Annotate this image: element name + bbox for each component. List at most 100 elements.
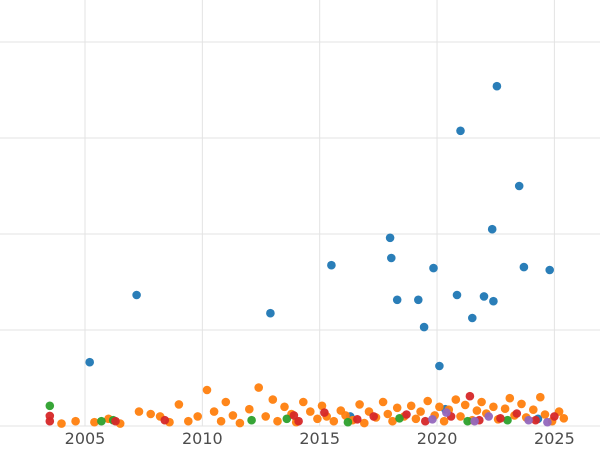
data-point-series-red: [353, 415, 362, 424]
x-tick-label: 2020: [417, 429, 458, 448]
data-point-series-blue: [545, 265, 554, 275]
data-point-series-orange: [500, 404, 510, 414]
data-point-series-orange: [517, 399, 526, 409]
data-point-series-orange: [329, 416, 339, 426]
data-point-series-orange: [174, 400, 184, 409]
data-point-series-orange: [216, 416, 226, 426]
data-point-series-red: [111, 416, 120, 426]
data-point-series-orange: [280, 402, 289, 412]
data-point-series-green: [503, 415, 512, 425]
data-point-series-orange: [221, 397, 231, 407]
data-point-series-red: [45, 411, 55, 421]
data-point-series-red: [369, 412, 379, 421]
data-point-series-blue: [519, 262, 529, 272]
data-point-series-orange: [383, 409, 393, 419]
data-point-series-orange: [472, 406, 482, 415]
data-point-series-orange: [209, 407, 219, 416]
data-point-series-red: [160, 415, 170, 425]
data-point-series-orange: [360, 418, 369, 428]
data-point-series-orange: [313, 414, 322, 424]
data-point-series-blue: [468, 313, 477, 323]
data-point-series-orange: [460, 400, 470, 410]
data-point-series-red: [402, 410, 411, 419]
data-point-series-blue: [435, 361, 444, 371]
data-point-series-orange: [306, 407, 315, 416]
data-point-series-orange: [235, 418, 245, 428]
data-point-series-orange: [341, 411, 350, 420]
data-point-series-red: [496, 414, 505, 423]
data-point-series-purple: [543, 417, 552, 427]
data-point-series-orange: [299, 397, 308, 407]
data-point-series-orange: [134, 407, 144, 416]
data-point-series-red: [294, 416, 303, 426]
data-point-series-orange: [456, 412, 465, 421]
data-point-series-purple: [470, 416, 479, 426]
data-point-series-blue: [385, 233, 395, 243]
data-point-series-orange: [416, 407, 425, 416]
data-point-series-blue: [132, 290, 141, 300]
data-point-series-purple: [442, 408, 451, 417]
data-point-series-green: [247, 415, 256, 425]
data-point-series-green: [395, 414, 404, 423]
data-point-series-blue: [327, 260, 336, 270]
data-point-series-orange: [451, 395, 461, 404]
data-point-series-orange: [529, 405, 538, 415]
data-point-series-blue: [266, 308, 275, 318]
data-point-series-orange: [406, 401, 416, 411]
data-point-series-blue: [392, 295, 402, 305]
data-point-series-green: [45, 401, 55, 411]
data-point-series-red: [421, 416, 430, 426]
data-point-series-red: [320, 408, 329, 417]
data-point-series-orange: [146, 409, 155, 419]
gridlines-group: [0, 0, 600, 427]
data-point-series-red: [289, 411, 299, 420]
data-point-series-green: [97, 416, 106, 426]
data-point-series-orange: [423, 396, 433, 406]
data-point-series-purple: [484, 412, 494, 421]
data-point-series-blue: [387, 253, 396, 263]
data-point-series-orange: [505, 393, 515, 403]
data-point-series-orange: [228, 411, 238, 420]
data-point-series-orange: [71, 416, 80, 426]
data-point-series-blue: [492, 81, 502, 91]
data-point-series-green: [282, 414, 292, 424]
data-point-series-blue: [514, 181, 524, 191]
x-axis-tick-labels: 2005 2010 2015 2020 2025: [65, 429, 575, 448]
x-tick-label: 2005: [65, 429, 106, 448]
data-point-series-orange: [193, 412, 202, 421]
data-point-series-green: [463, 416, 472, 426]
data-point-series-blue: [419, 322, 429, 332]
data-point-series-orange: [540, 410, 550, 419]
data-point-series-orange: [268, 395, 278, 404]
data-point-series-orange: [559, 414, 569, 423]
data-point-series-purple: [428, 415, 437, 424]
data-point-series-red: [531, 415, 540, 425]
data-point-series-orange: [261, 412, 271, 421]
data-point-series-red: [550, 412, 559, 421]
data-point-series-orange: [57, 419, 66, 428]
data-point-series-blue: [429, 263, 438, 273]
data-point-series-orange: [378, 397, 388, 407]
data-point-series-orange: [435, 402, 444, 412]
data-point-series-blue: [487, 224, 497, 234]
data-point-series-green: [343, 417, 353, 427]
data-point-series-blue: [479, 292, 489, 301]
data-point-series-blue: [85, 357, 94, 367]
data-point-series-blue: [452, 290, 462, 300]
data-point-series-orange: [245, 404, 254, 414]
data-point-series-orange: [273, 416, 282, 426]
data-point-series-orange: [536, 392, 545, 402]
data-point-series-orange: [184, 416, 193, 426]
data-point-series-blue: [489, 296, 498, 306]
data-point-series-blue: [414, 295, 423, 305]
data-point-series-orange: [202, 385, 212, 395]
data-point-series-orange: [489, 402, 498, 412]
points-group: [45, 81, 569, 428]
data-point-series-orange: [392, 403, 402, 413]
data-point-series-orange: [355, 400, 364, 409]
data-point-series-red: [465, 391, 475, 401]
x-tick-label: 2025: [534, 429, 575, 448]
data-point-series-red: [512, 409, 522, 418]
